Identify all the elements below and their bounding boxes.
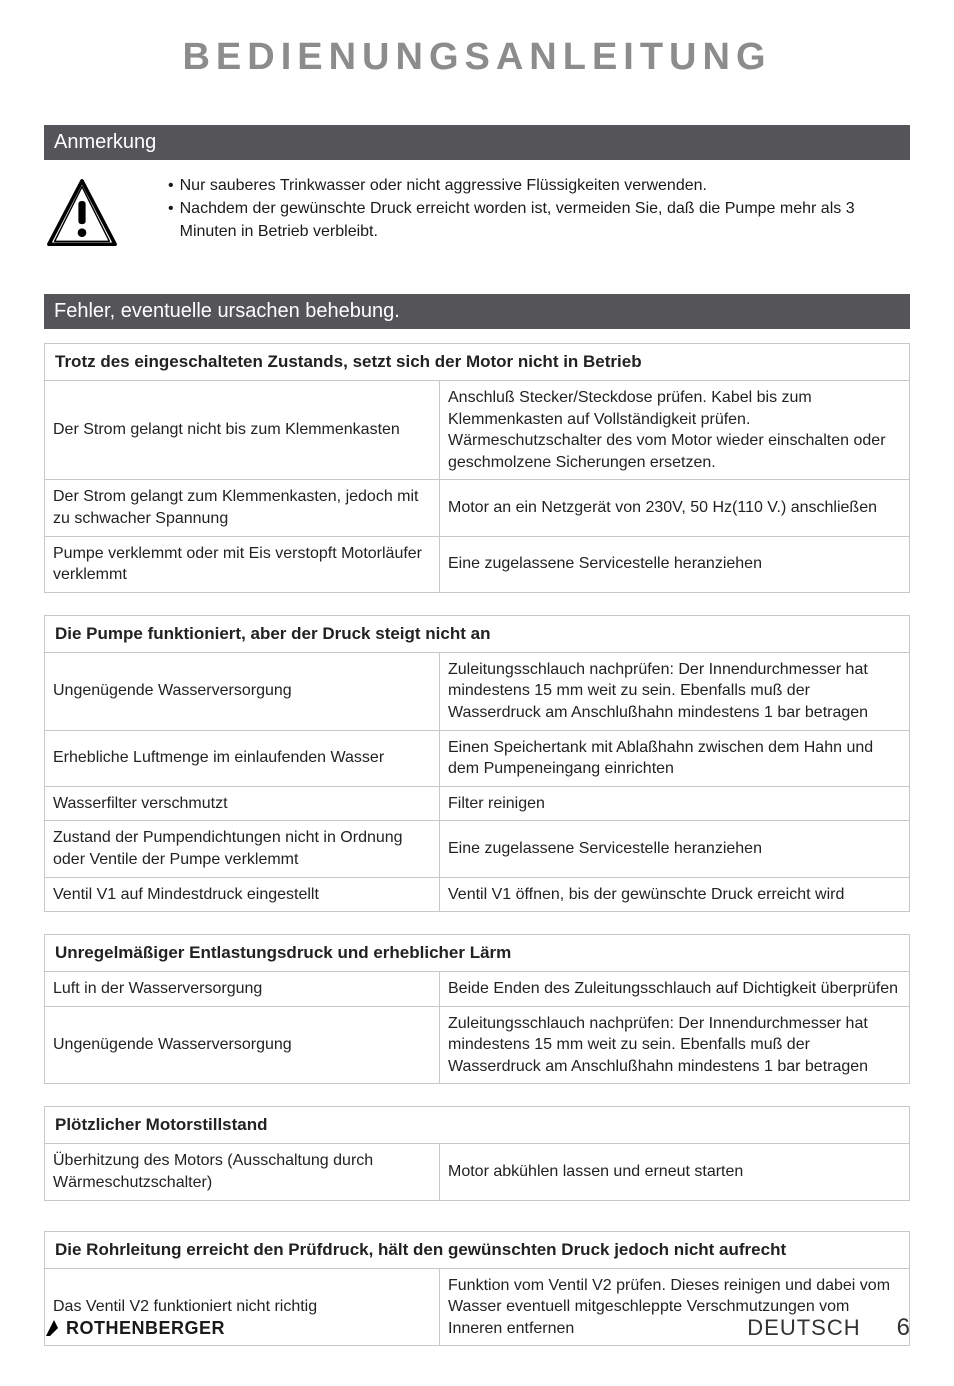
table-header: Unregelmäßiger Entlastungsdruck und erhe… [45,935,910,972]
cause-cell: Der Strom gelangt nicht bis zum Klemmenk… [45,381,440,480]
warning-icon [46,178,118,250]
remedy-cell: Motor an ein Netzgerät von 230V, 50 Hz(1… [440,480,910,536]
cause-cell: Pumpe verklemmt oder mit Eis verstopft M… [45,536,440,592]
cause-cell: Ungenügende Wasserversorgung [45,1006,440,1084]
remedy-cell: Einen Speichertank mit Ablaßhahn zwische… [440,730,910,786]
remedy-cell: Ventil V1 öffnen, bis der gewünschte Dru… [440,877,910,912]
remedy-cell: Filter reinigen [440,786,910,821]
table-row: Ventil V1 auf Mindestdruck eingestellt V… [45,877,910,912]
remedy-cell: Zuleitungsschlauch nachprüfen: Der Innen… [440,1006,910,1084]
brand-logo: ROTHENBERGER [44,1318,225,1339]
table-row: Luft in der Wasserversorgung Beide Enden… [45,972,910,1007]
remedy-cell: Motor abkühlen lassen und erneut starten [440,1144,910,1200]
table-row: Erhebliche Luftmenge im einlaufenden Was… [45,730,910,786]
trouble-table: Unregelmäßiger Entlastungsdruck und erhe… [44,934,910,1084]
footer: ROTHENBERGER DEUTSCH 6 [44,1314,910,1342]
warning-bullet-item: Nur sauberes Trinkwasser oder nicht aggr… [168,174,910,197]
cause-cell: Ungenügende Wasserversorgung [45,652,440,730]
trouble-table: Trotz des eingeschalteten Zustands, setz… [44,343,910,593]
warning-bullet-list: Nur sauberes Trinkwasser oder nicht aggr… [168,174,910,244]
language-label: DEUTSCH [747,1315,860,1341]
warning-row: Nur sauberes Trinkwasser oder nicht aggr… [44,174,910,250]
remedy-cell: Eine zugelassene Servicestelle heranzieh… [440,821,910,877]
table-row: Pumpe verklemmt oder mit Eis verstopft M… [45,536,910,592]
page-title: BEDIENUNGSANLEITUNG [0,36,954,79]
table-row: Überhitzung des Motors (Ausschaltung dur… [45,1144,910,1200]
cause-cell: Zustand der Pumpendichtungen nicht in Or… [45,821,440,877]
table-header: Die Rohrleitung erreicht den Prüfdruck, … [45,1231,910,1268]
table-header: Plötzlicher Motorstillstand [45,1107,910,1144]
cause-cell: Wasserfilter verschmutzt [45,786,440,821]
cause-cell: Erhebliche Luftmenge im einlaufenden Was… [45,730,440,786]
table-header: Die Pumpe funktioniert, aber der Druck s… [45,615,910,652]
cause-cell: Ventil V1 auf Mindestdruck eingestellt [45,877,440,912]
language-page: DEUTSCH 6 [747,1314,910,1342]
remedy-cell: Zuleitungsschlauch nachprüfen: Der Innen… [440,652,910,730]
cause-cell: Der Strom gelangt zum Klemmenkasten, jed… [45,480,440,536]
content-area: Anmerkung Nur sauberes Trinkwasser oder … [0,125,954,1346]
table-row: Wasserfilter verschmutzt Filter reinigen [45,786,910,821]
table-header: Trotz des eingeschalteten Zustands, setz… [45,344,910,381]
page-number: 6 [897,1314,910,1342]
brand-icon [44,1318,64,1338]
table-row: Ungenügende Wasserversorgung Zuleitungss… [45,652,910,730]
bullet-text: Nur sauberes Trinkwasser oder nicht aggr… [180,174,707,197]
table-row: Der Strom gelangt nicht bis zum Klemmenk… [45,381,910,480]
trouble-table: Plötzlicher Motorstillstand Überhitzung … [44,1106,910,1200]
cause-cell: Überhitzung des Motors (Ausschaltung dur… [45,1144,440,1200]
remedy-cell: Anschluß Stecker/Steckdose prüfen. Kabel… [440,381,910,480]
table-row: Der Strom gelangt zum Klemmenkasten, jed… [45,480,910,536]
bullet-text: Nachdem der gewünschte Druck erreicht wo… [180,197,910,243]
table-row: Zustand der Pumpendichtungen nicht in Or… [45,821,910,877]
remedy-cell: Beide Enden des Zuleitungsschlauch auf D… [440,972,910,1007]
warning-bullet-item: Nachdem der gewünschte Druck erreicht wo… [168,197,910,243]
section-fehler-heading: Fehler, eventuelle ursachen behebung. [44,294,910,329]
brand-text: ROTHENBERGER [66,1318,225,1339]
cause-cell: Luft in der Wasserversorgung [45,972,440,1007]
remedy-cell: Eine zugelassene Servicestelle heranzieh… [440,536,910,592]
section-anmerkung-heading: Anmerkung [44,125,910,160]
trouble-table: Die Pumpe funktioniert, aber der Druck s… [44,615,910,912]
table-row: Ungenügende Wasserversorgung Zuleitungss… [45,1006,910,1084]
